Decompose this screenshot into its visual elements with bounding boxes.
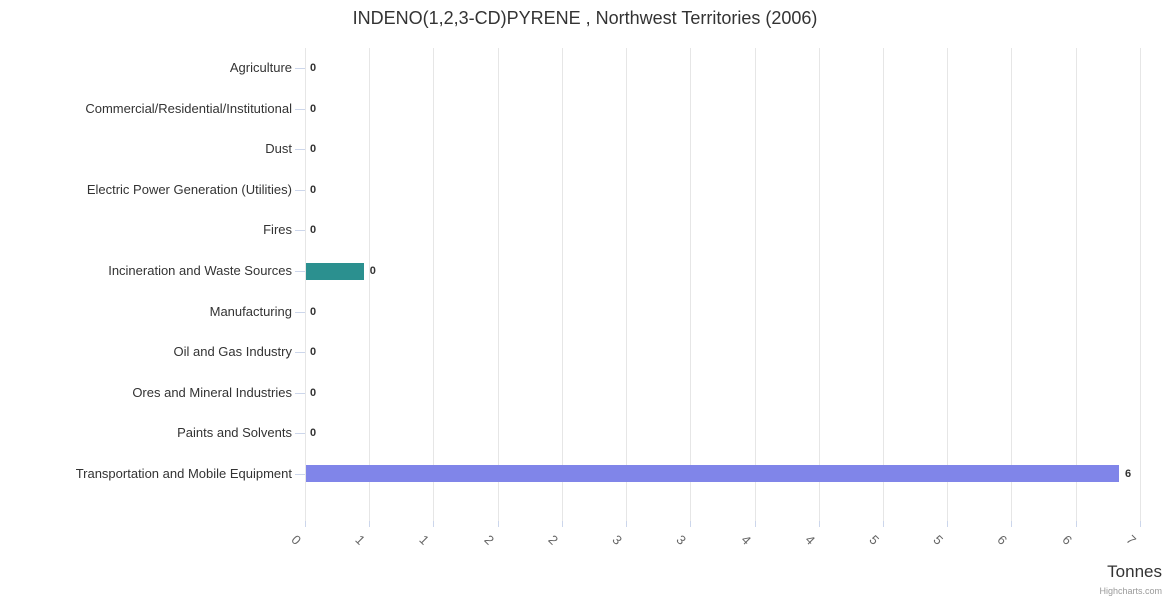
x-gridline <box>818 48 820 521</box>
category-label: Manufacturing <box>209 303 292 319</box>
x-tick <box>1011 521 1013 527</box>
x-gridline <box>433 48 435 521</box>
x-tick-label: 6 <box>1059 532 1075 548</box>
x-tick-label: 0 <box>288 532 305 548</box>
x-tick <box>561 521 563 527</box>
x-gridline <box>1011 48 1013 521</box>
category-label: Paints and Solvents <box>177 425 292 441</box>
x-tick <box>497 521 499 527</box>
x-gridline <box>1139 48 1141 521</box>
x-tick <box>1075 521 1077 527</box>
x-gridline <box>626 48 628 521</box>
x-tick-label: 1 <box>352 532 369 548</box>
value-label: 0 <box>310 346 317 359</box>
x-tick-label: 2 <box>545 532 561 548</box>
value-label: 0 <box>310 305 317 318</box>
x-tick <box>690 521 692 527</box>
category-label: Transportation and Mobile Equipment <box>75 465 292 481</box>
y-tick <box>295 108 305 110</box>
x-gridline <box>1075 48 1077 521</box>
x-tick-label: 4 <box>737 532 754 548</box>
x-tick-label: 3 <box>673 532 690 548</box>
category-label: Fires <box>263 222 292 238</box>
bar-incineration-and-waste-sources[interactable] <box>306 262 364 280</box>
x-gridline <box>690 48 692 521</box>
y-tick <box>295 189 305 191</box>
x-tick-label: 1 <box>416 532 433 548</box>
x-gridline <box>305 48 306 521</box>
x-tick <box>305 521 306 527</box>
x-tick-label: 7 <box>1123 532 1139 548</box>
x-gridline <box>882 48 884 521</box>
x-tick <box>1139 521 1141 527</box>
x-tick-label: 5 <box>930 532 947 548</box>
y-tick <box>295 230 305 232</box>
y-tick <box>295 68 305 70</box>
y-tick <box>295 149 305 151</box>
x-gridline <box>754 48 756 521</box>
value-label: 0 <box>310 386 317 399</box>
x-tick-label: 2 <box>481 532 497 548</box>
y-tick <box>295 392 305 394</box>
y-tick <box>295 433 305 435</box>
x-gridline <box>497 48 499 521</box>
x-gridline <box>947 48 949 521</box>
category-label: Agriculture <box>229 60 292 76</box>
category-label: Ores and Mineral Industries <box>132 384 292 400</box>
x-tick-label: 6 <box>994 532 1011 548</box>
y-tick <box>295 271 305 272</box>
y-tick <box>295 473 305 475</box>
x-tick-label: 4 <box>802 532 818 548</box>
x-tick <box>947 521 949 527</box>
value-label: 0 <box>310 183 317 196</box>
y-tick <box>295 311 305 313</box>
chart-title: INDENO(1,2,3-CD)PYRENE , Northwest Terri… <box>352 8 818 28</box>
category-label: Commercial/Residential/Institutional <box>85 100 292 116</box>
x-tick <box>754 521 756 527</box>
category-label: Electric Power Generation (Utilities) <box>86 181 292 197</box>
value-label: 0 <box>310 427 317 440</box>
x-axis-title: Tonnes <box>1107 562 1162 581</box>
value-label: 6 <box>1125 467 1132 480</box>
y-tick <box>295 352 305 354</box>
category-label: Oil and Gas Industry <box>173 344 293 360</box>
value-label: 0 <box>310 224 317 237</box>
value-label: 0 <box>310 62 317 75</box>
x-tick <box>882 521 884 527</box>
x-tick <box>626 521 628 527</box>
value-label: 0 <box>310 143 317 156</box>
category-label: Dust <box>265 141 292 157</box>
x-gridline <box>561 48 563 521</box>
value-label: 0 <box>310 102 317 115</box>
category-label: Incineration and Waste Sources <box>108 263 292 278</box>
x-tick <box>369 521 371 527</box>
x-tick <box>433 521 435 527</box>
value-label: 0 <box>369 265 376 277</box>
x-tick <box>818 521 820 527</box>
x-gridline <box>369 48 371 521</box>
x-tick-label: 3 <box>609 532 626 548</box>
x-tick-label: 5 <box>866 532 883 548</box>
bar-transportation-and-mobile-equipment[interactable] <box>306 465 1120 483</box>
highcharts-credit[interactable]: Highcharts.com <box>1099 586 1162 596</box>
